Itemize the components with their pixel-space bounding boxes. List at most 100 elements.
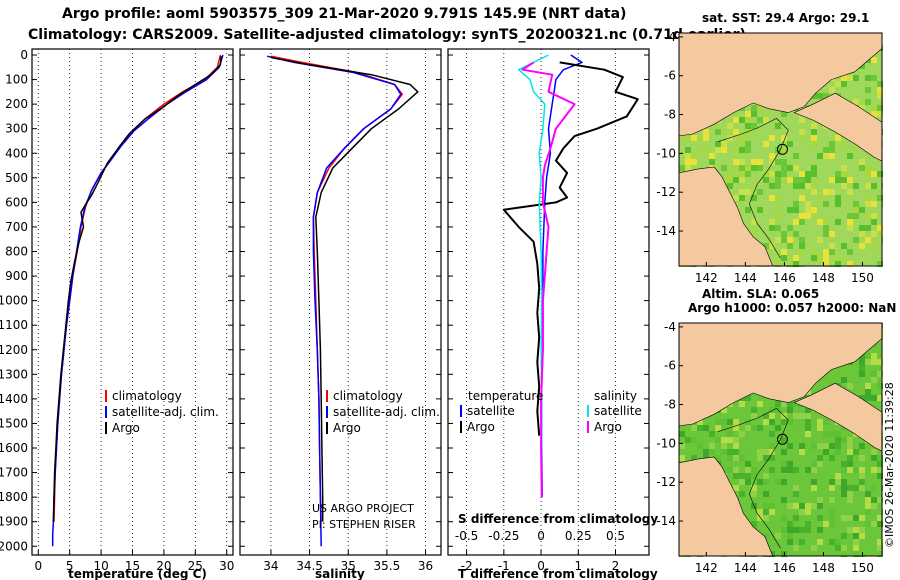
ocean-cell bbox=[811, 467, 817, 473]
ocean-cell bbox=[775, 401, 781, 407]
ocean-cell bbox=[811, 93, 817, 99]
ocean-cell bbox=[799, 437, 805, 443]
ocean-cell bbox=[763, 111, 769, 117]
ocean-cell bbox=[829, 515, 835, 521]
title-line-1: Argo profile: aoml 5903575_309 21-Mar-20… bbox=[62, 6, 627, 22]
ocean-cell bbox=[841, 237, 847, 243]
ocean-cell bbox=[733, 485, 739, 491]
ocean-cell bbox=[865, 383, 871, 389]
ocean-cell bbox=[835, 201, 841, 207]
x-tick-label: -2 bbox=[461, 559, 473, 573]
ocean-cell bbox=[769, 509, 775, 515]
ocean-cell bbox=[685, 141, 691, 147]
ocean-cell bbox=[769, 449, 775, 455]
y-tick-label: 800 bbox=[5, 245, 28, 259]
ocean-cell bbox=[757, 195, 763, 201]
ocean-cell bbox=[811, 141, 817, 147]
ocean-cell bbox=[799, 135, 805, 141]
ocean-cell bbox=[823, 503, 829, 509]
ocean-cell bbox=[757, 177, 763, 183]
ocean-cell bbox=[715, 437, 721, 443]
ocean-cell bbox=[841, 491, 847, 497]
ocean-cell bbox=[829, 249, 835, 255]
ocean-cell bbox=[733, 117, 739, 123]
ocean-cell bbox=[733, 159, 739, 165]
map-x-tick-label: 144 bbox=[734, 561, 757, 575]
ocean-cell bbox=[841, 177, 847, 183]
ocean-cell bbox=[793, 527, 799, 533]
ocean-cell bbox=[763, 141, 769, 147]
ocean-cell bbox=[871, 497, 877, 503]
profile-panel-1: 34 34.5 35 35.5 36 bbox=[239, 48, 442, 573]
ocean-cell bbox=[859, 467, 865, 473]
ocean-cell bbox=[865, 389, 871, 395]
ocean-cell bbox=[877, 81, 883, 87]
ocean-cell bbox=[823, 249, 829, 255]
ocean-cell bbox=[763, 455, 769, 461]
plot-frame bbox=[447, 48, 650, 556]
ocean-cell bbox=[811, 515, 817, 521]
ocean-cell bbox=[829, 539, 835, 545]
ocean-cell bbox=[811, 533, 817, 539]
ocean-cell bbox=[829, 147, 835, 153]
ocean-cell bbox=[847, 225, 853, 231]
x2-tick-label: 0.25 bbox=[565, 529, 592, 543]
ocean-cell bbox=[865, 377, 871, 383]
ocean-cell bbox=[799, 413, 805, 419]
ocean-cell bbox=[763, 497, 769, 503]
ocean-cell bbox=[727, 117, 733, 123]
ocean-cell bbox=[721, 141, 727, 147]
ocean-cell bbox=[811, 189, 817, 195]
ocean-cell bbox=[757, 171, 763, 177]
ocean-cell bbox=[781, 231, 787, 237]
ocean-cell bbox=[865, 353, 871, 359]
ocean-cell bbox=[847, 539, 853, 545]
ocean-cell bbox=[859, 359, 865, 365]
ocean-cell bbox=[799, 183, 805, 189]
ocean-cell bbox=[799, 527, 805, 533]
ocean-cell bbox=[709, 153, 715, 159]
ocean-cell bbox=[865, 195, 871, 201]
ocean-cell bbox=[793, 539, 799, 545]
ocean-cell bbox=[853, 521, 859, 527]
ocean-cell bbox=[805, 521, 811, 527]
ocean-cell bbox=[871, 201, 877, 207]
ocean-cell bbox=[787, 249, 793, 255]
ocean-cell bbox=[793, 497, 799, 503]
ocean-cell bbox=[877, 497, 883, 503]
ocean-cell bbox=[721, 147, 727, 153]
ocean-cell bbox=[805, 527, 811, 533]
map2-subtitle: Argo h1000: 0.057 h2000: NaN bbox=[688, 301, 896, 315]
ocean-cell bbox=[865, 177, 871, 183]
ocean-cell bbox=[877, 383, 883, 389]
ocean-cell bbox=[823, 165, 829, 171]
ocean-cell bbox=[871, 353, 877, 359]
ocean-cell bbox=[793, 479, 799, 485]
ocean-cell bbox=[775, 533, 781, 539]
ocean-cell bbox=[841, 425, 847, 431]
ocean-cell bbox=[811, 213, 817, 219]
ocean-cell bbox=[799, 243, 805, 249]
ocean-cell bbox=[751, 105, 757, 111]
ocean-cell bbox=[739, 431, 745, 437]
ocean-cell bbox=[775, 171, 781, 177]
ocean-cell bbox=[823, 243, 829, 249]
ocean-cell bbox=[769, 431, 775, 437]
ocean-cell bbox=[793, 545, 799, 551]
x-tick-label: 36 bbox=[418, 559, 433, 573]
ocean-cell bbox=[871, 503, 877, 509]
ocean-cell bbox=[811, 545, 817, 551]
ocean-cell bbox=[805, 201, 811, 207]
ocean-cell bbox=[793, 219, 799, 225]
ocean-cell bbox=[847, 81, 853, 87]
ocean-cell bbox=[751, 195, 757, 201]
ocean-cell bbox=[709, 425, 715, 431]
ocean-cell bbox=[877, 545, 883, 551]
ocean-cell bbox=[763, 527, 769, 533]
ocean-cell bbox=[865, 87, 871, 93]
y-tick-label: 1900 bbox=[0, 515, 28, 529]
ocean-cell bbox=[781, 255, 787, 261]
ocean-cell bbox=[769, 503, 775, 509]
ocean-cell bbox=[871, 183, 877, 189]
ocean-cell bbox=[721, 437, 727, 443]
